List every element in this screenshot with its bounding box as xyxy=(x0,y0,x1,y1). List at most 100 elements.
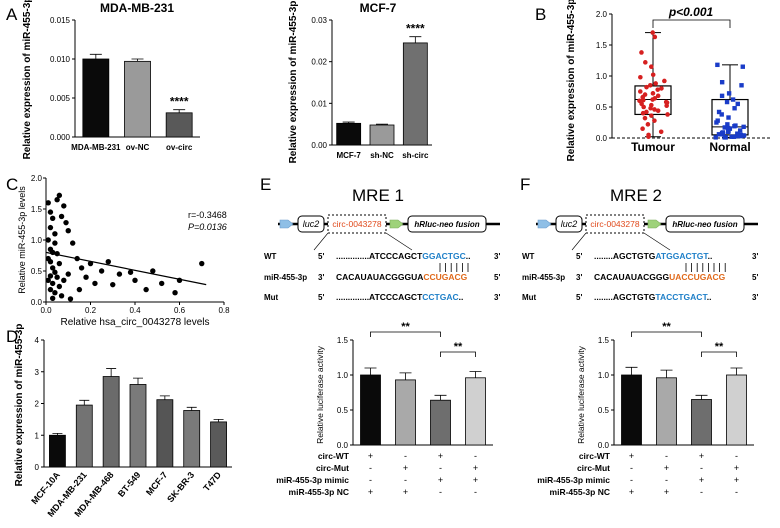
luc2-box xyxy=(555,215,583,233)
y-tick-label: 1.0 xyxy=(596,72,608,81)
chart-title: MDA-MB-231 xyxy=(100,1,174,15)
promoter-arrow-icon xyxy=(537,219,552,229)
seq-row-name: Mut xyxy=(264,293,279,302)
data-point xyxy=(655,87,661,92)
condition-sign: - xyxy=(369,475,372,485)
seq-site: ATGGACTGT xyxy=(655,251,709,261)
data-point xyxy=(45,200,51,206)
y-tick-label: 1.0 xyxy=(31,236,43,245)
y-tick-label: 2.0 xyxy=(596,10,608,19)
seq-text: ........AGCTGTGTACCTGACT.. xyxy=(594,292,711,302)
data-point xyxy=(78,265,85,271)
data-point xyxy=(47,209,54,215)
circ-label: circ-0043278 xyxy=(332,219,381,229)
bar xyxy=(465,377,486,446)
y-tick-label: 0.01 xyxy=(311,99,327,108)
significance-label: **** xyxy=(406,22,425,36)
seq-prime5: 3' xyxy=(576,273,582,282)
data-point xyxy=(116,271,123,277)
error-bar xyxy=(695,394,708,400)
data-point xyxy=(732,106,737,111)
data-point xyxy=(735,133,740,139)
condition-sign: - xyxy=(439,487,442,497)
error-bar xyxy=(434,394,447,401)
chart-b: 0.0 0.5 1.0 1.5 2.0 Relative expression of mi… xyxy=(566,0,770,161)
data-point xyxy=(653,81,658,86)
data-point xyxy=(49,295,56,301)
data-point xyxy=(725,122,730,127)
data-point xyxy=(56,192,63,199)
y-tick-label: 0.5 xyxy=(596,103,608,112)
error-bar xyxy=(342,121,355,124)
condition-sign: - xyxy=(700,463,703,473)
panel-label-a: A xyxy=(6,5,18,24)
circ-box xyxy=(585,214,645,234)
condition-sign: - xyxy=(369,463,372,473)
significance-label: ** xyxy=(401,321,410,333)
x-tick-label: Normal xyxy=(709,140,750,154)
bar xyxy=(656,377,677,446)
y-tick-label: 1.5 xyxy=(337,336,349,345)
data-point xyxy=(640,126,645,131)
data-point xyxy=(655,108,661,114)
bar xyxy=(726,374,747,446)
error-bar xyxy=(159,395,170,400)
condition-sign: - xyxy=(630,463,633,473)
y-tick-label: 2.0 xyxy=(31,174,43,183)
bar-mcf-7 xyxy=(336,122,362,146)
significance-label: ** xyxy=(454,341,463,353)
circ-box xyxy=(327,214,387,234)
data-point xyxy=(739,83,744,88)
x-tick-label: BT-549 xyxy=(116,470,143,499)
seq-prime5: 5' xyxy=(576,252,582,261)
data-point xyxy=(132,277,138,283)
x-tick-label: ov-circ xyxy=(166,143,193,152)
luc2-label: luc2 xyxy=(303,219,320,229)
bar-sk-br-3 xyxy=(183,410,201,468)
significance-label: ** xyxy=(662,321,671,333)
seq-prime3: 5' xyxy=(752,273,758,282)
condition-sign: + xyxy=(368,487,373,497)
seq-pre: CACAUAUACGGGUA xyxy=(336,272,423,282)
x-tick-label: sh-circ xyxy=(402,151,429,160)
condition-label: miR-455-3p mimic xyxy=(537,475,610,485)
data-point xyxy=(56,260,63,267)
data-point xyxy=(640,97,646,103)
seq-pre: ........AGCTGTG xyxy=(594,251,656,261)
luc2-box xyxy=(297,215,325,233)
data-point xyxy=(47,286,54,293)
significance-label: ** xyxy=(715,341,724,353)
seq-pre: CACAUAUACGGG xyxy=(594,272,669,282)
data-point xyxy=(58,213,65,220)
data-point xyxy=(729,134,734,139)
seq-pre: ........AGCTGTG xyxy=(594,292,656,302)
bar-ov-nc xyxy=(124,60,151,138)
data-point xyxy=(722,125,727,130)
y-tick-label: 0 xyxy=(35,463,40,472)
y-tick-label: 0.0 xyxy=(598,441,610,450)
data-point xyxy=(720,132,726,137)
y-tick-label: 3 xyxy=(35,368,40,377)
data-point xyxy=(738,133,744,139)
x-tick-label: SK-BR-3 xyxy=(165,470,196,504)
data-point xyxy=(47,224,54,231)
bar xyxy=(395,379,416,446)
data-point xyxy=(639,50,644,55)
x-tick-label: ov-NC xyxy=(126,143,150,152)
data-point xyxy=(652,118,657,123)
bar-mda-mb-231 xyxy=(75,404,93,468)
data-point xyxy=(65,228,71,234)
luc2-label: luc2 xyxy=(561,219,578,229)
promoter-arrow-icon xyxy=(647,219,662,229)
data-point xyxy=(650,72,656,78)
data-point xyxy=(741,124,746,130)
data-point xyxy=(67,296,74,302)
x-tick-label: 0.2 xyxy=(85,306,97,315)
data-point xyxy=(665,112,670,117)
data-point xyxy=(98,268,105,274)
data-point xyxy=(724,99,730,105)
data-point xyxy=(730,97,736,102)
data-point xyxy=(143,286,149,293)
condition-sign: - xyxy=(439,463,442,473)
condition-sign: + xyxy=(629,451,634,461)
